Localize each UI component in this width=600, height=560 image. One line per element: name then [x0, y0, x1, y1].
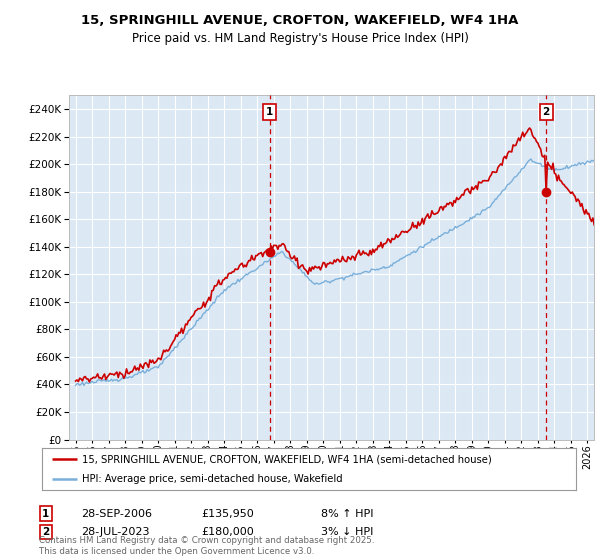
Text: 15, SPRINGHILL AVENUE, CROFTON, WAKEFIELD, WF4 1HA: 15, SPRINGHILL AVENUE, CROFTON, WAKEFIEL…	[82, 14, 518, 27]
Text: 2: 2	[42, 527, 49, 537]
Text: 8% ↑ HPI: 8% ↑ HPI	[321, 508, 373, 519]
Text: 15, SPRINGHILL AVENUE, CROFTON, WAKEFIELD, WF4 1HA (semi-detached house): 15, SPRINGHILL AVENUE, CROFTON, WAKEFIEL…	[82, 454, 492, 464]
Text: HPI: Average price, semi-detached house, Wakefield: HPI: Average price, semi-detached house,…	[82, 474, 343, 484]
Text: £135,950: £135,950	[201, 508, 254, 519]
Text: 28-SEP-2006: 28-SEP-2006	[81, 508, 152, 519]
Text: Contains HM Land Registry data © Crown copyright and database right 2025.
This d: Contains HM Land Registry data © Crown c…	[39, 536, 374, 556]
Text: £180,000: £180,000	[201, 527, 254, 537]
Text: 1: 1	[266, 107, 273, 116]
Text: 2: 2	[542, 107, 550, 116]
Text: 3% ↓ HPI: 3% ↓ HPI	[321, 527, 373, 537]
Text: 1: 1	[42, 508, 49, 519]
Text: 28-JUL-2023: 28-JUL-2023	[81, 527, 149, 537]
Text: Price paid vs. HM Land Registry's House Price Index (HPI): Price paid vs. HM Land Registry's House …	[131, 32, 469, 45]
